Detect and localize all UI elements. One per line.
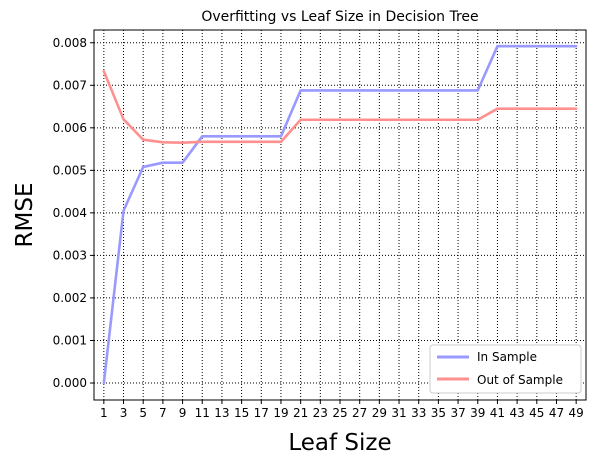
x-tick-label: 29 xyxy=(372,406,387,420)
grid xyxy=(94,30,586,400)
y-axis-ticks: 0.000 0.001 0.002 0.003 0.004 0.005 0.006 0.007… xyxy=(53,36,94,390)
y-tick-label: 0.007 xyxy=(53,78,87,92)
x-tick-label: 13 xyxy=(214,406,229,420)
chart-title: Overfitting vs Leaf Size in Decision Tre… xyxy=(201,9,478,25)
x-tick-label: 27 xyxy=(352,406,367,420)
x-tick-label: 21 xyxy=(293,406,308,420)
x-tick-label: 41 xyxy=(490,406,505,420)
x-tick-label: 47 xyxy=(549,406,564,420)
x-tick-label: 35 xyxy=(431,406,446,420)
y-tick-label: 0.000 xyxy=(53,376,87,390)
x-tick-label: 25 xyxy=(332,406,347,420)
y-tick-label: 0.008 xyxy=(53,36,87,50)
x-tick-label: 49 xyxy=(569,406,584,420)
x-tick-label: 5 xyxy=(139,406,147,420)
y-tick-label: 0.005 xyxy=(53,163,87,177)
x-tick-label: 31 xyxy=(391,406,406,420)
x-tick-label: 37 xyxy=(450,406,465,420)
y-tick-label: 0.006 xyxy=(53,121,87,135)
plot-frame xyxy=(93,29,587,401)
x-tick-label: 39 xyxy=(470,406,485,420)
x-axis-ticks: 1 3 5 7 9 11 13 15 17 19 21 23 25 27 29 31 33 35 37 39 41 43 4… xyxy=(100,400,584,420)
x-tick-label: 15 xyxy=(234,406,249,420)
x-tick-label: 33 xyxy=(411,406,426,420)
x-axis-label: Leaf Size xyxy=(288,430,391,456)
y-axis-label: RMSE xyxy=(12,183,38,248)
x-tick-label: 45 xyxy=(529,406,544,420)
x-tick-label: 3 xyxy=(120,406,128,420)
x-tick-label: 7 xyxy=(159,406,167,420)
legend: In Sample Out of Sample xyxy=(429,344,582,394)
series-line-in-sample xyxy=(102,44,578,385)
y-tick-label: 0.001 xyxy=(53,333,87,347)
y-tick-label: 0.003 xyxy=(53,248,87,262)
x-tick-label: 1 xyxy=(100,406,108,420)
y-tick-label: 0.004 xyxy=(53,206,87,220)
legend-label-out-of-sample: Out of Sample xyxy=(477,373,563,387)
x-tick-label: 17 xyxy=(254,406,269,420)
series-lines xyxy=(102,44,578,385)
legend-label-in-sample: In Sample xyxy=(477,350,537,364)
x-tick-label: 23 xyxy=(313,406,328,420)
x-tick-label: 43 xyxy=(509,406,524,420)
x-tick-label: 19 xyxy=(273,406,288,420)
x-tick-label: 9 xyxy=(179,406,187,420)
y-tick-label: 0.002 xyxy=(53,291,87,305)
series-line-out-of-sample xyxy=(102,69,578,144)
x-tick-label: 11 xyxy=(195,406,210,420)
